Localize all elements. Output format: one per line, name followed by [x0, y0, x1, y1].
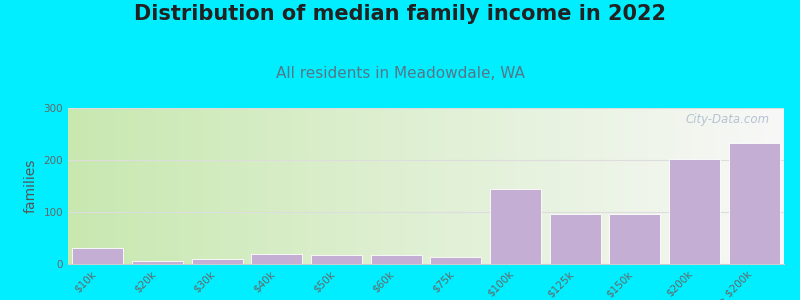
Y-axis label: families: families — [24, 159, 38, 213]
Bar — [132, 261, 183, 264]
Bar — [430, 257, 481, 264]
Bar — [729, 143, 779, 264]
Bar — [73, 248, 123, 264]
Bar — [490, 189, 541, 264]
Bar — [669, 159, 720, 264]
Text: Distribution of median family income in 2022: Distribution of median family income in … — [134, 4, 666, 25]
Bar — [311, 255, 362, 264]
Bar — [550, 214, 601, 264]
Bar — [251, 254, 302, 264]
Text: All residents in Meadowdale, WA: All residents in Meadowdale, WA — [275, 66, 525, 81]
Bar — [371, 255, 422, 264]
Text: City-Data.com: City-Data.com — [686, 113, 770, 126]
Bar — [192, 259, 242, 264]
Bar — [610, 214, 660, 264]
